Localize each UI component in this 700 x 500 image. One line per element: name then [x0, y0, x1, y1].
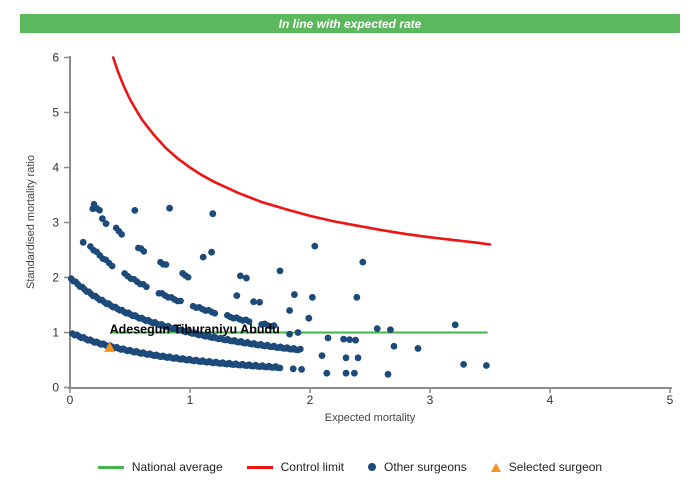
x-tick-label: 4 [547, 393, 554, 407]
selected-surgeon-marker [104, 341, 116, 352]
y-tick-label: 5 [52, 106, 59, 120]
surgeon-dot [387, 326, 394, 334]
legend-item-selected-surgeon: Selected surgeon [490, 460, 603, 474]
surgeon-dot [166, 204, 174, 212]
y-tick-label: 3 [52, 216, 59, 230]
surgeon-dot [451, 321, 459, 329]
legend-item-national-average: National average [97, 460, 223, 474]
national-average-line-swatch [97, 465, 124, 469]
y-tick-label: 2 [52, 271, 59, 285]
other-surgeons-bands [67, 200, 304, 372]
x-tick-label: 2 [307, 393, 314, 407]
surgeon-dot [354, 354, 362, 362]
surgeon-dot [353, 293, 361, 301]
surgeon-dot [89, 205, 97, 213]
selected-surgeon-triangle-swatch [490, 462, 501, 472]
surgeon-dot [311, 242, 319, 250]
surgeon-dot [233, 292, 241, 300]
surgeon-dot [276, 267, 284, 275]
surgeon-band-dot [118, 231, 125, 238]
surgeon-dot [309, 293, 316, 301]
legend-label-other-surgeons: Other surgeons [383, 460, 467, 474]
surgeon-dot [346, 336, 353, 344]
surgeon-dot [373, 325, 381, 333]
selected-surgeon-layer [104, 341, 116, 352]
surgeon-band-dot [211, 310, 219, 317]
y-tick-label: 0 [52, 381, 59, 395]
surgeon-dot [340, 335, 347, 343]
x-tick-label: 5 [667, 393, 674, 407]
surgeon-dot [390, 342, 398, 350]
y-axis-title: Standardised mortality ratio [25, 155, 37, 289]
surgeon-dot [199, 253, 207, 261]
surgeon-dot [208, 248, 216, 256]
surgeon-band-dot [184, 273, 192, 281]
surgeon-dot [384, 370, 392, 378]
surgeon-dot [318, 352, 326, 359]
surgeon-dot [286, 307, 293, 314]
other-surgeons-points [79, 204, 490, 378]
legend: National average Control limit Other sur… [0, 460, 700, 474]
x-axis-title: Expected mortality [325, 412, 416, 424]
surgeon-band-dot [96, 206, 103, 214]
surgeon-dot [359, 258, 367, 266]
legend-item-control-limit: Control limit [246, 460, 344, 474]
surgeon-band-dot [297, 345, 304, 353]
surgeon-band-dot [270, 322, 278, 329]
surgeon-dot [342, 369, 350, 377]
surgeon-dot [323, 369, 331, 377]
surgeon-dot [99, 215, 106, 223]
surgeon-band-dot [108, 262, 116, 270]
x-tick-label: 0 [67, 393, 74, 407]
surgeon-dot [209, 210, 217, 218]
surgeon-dot [342, 354, 350, 362]
legend-item-other-surgeons: Other surgeons [367, 460, 467, 474]
surgeon-dot [460, 361, 467, 368]
y-tick-label: 1 [52, 326, 59, 340]
status-banner: In line with expected rate [20, 14, 680, 33]
legend-label-control-limit: Control limit [280, 460, 344, 474]
surgeon-dot [243, 274, 250, 282]
surgeon-dot [352, 336, 359, 344]
surgeon-dot [298, 365, 305, 373]
surgeon-dot [286, 330, 293, 338]
surgeon-dot [291, 291, 298, 298]
control-limit-layer [111, 56, 492, 246]
surgeon-dot [483, 362, 490, 369]
surgeon-dot [237, 272, 244, 280]
surgeon-band-dot [140, 248, 148, 255]
selected-surgeon-label: Adesegun Tiburaniyu Abudu [110, 323, 280, 337]
x-tick-label: 1 [187, 393, 194, 407]
surgeon-dot [131, 207, 139, 214]
surgeon-dot [351, 369, 358, 377]
surgeon-dot [102, 220, 110, 228]
surgeon-band-dot [276, 364, 284, 372]
surgeon-band-dot [143, 283, 150, 291]
surgeon-dot [289, 345, 297, 353]
surgeon-band-dot [162, 261, 170, 268]
surgeon-dot [250, 298, 257, 306]
surgeon-dot [414, 345, 422, 352]
legend-label-selected-surgeon: Selected surgeon [508, 460, 603, 474]
control-limit-curve [111, 56, 492, 246]
y-tick-label: 6 [52, 51, 59, 65]
surgeon-band-dot [245, 318, 253, 325]
surgeon-dot [324, 334, 332, 342]
y-tick-label: 4 [52, 161, 59, 175]
control-limit-line-swatch [246, 465, 273, 469]
surgeon-band-dot [177, 297, 184, 305]
legend-label-national-average: National average [131, 460, 223, 474]
surgeon-dot [289, 365, 297, 373]
other-surgeons-dot-swatch [367, 463, 376, 471]
x-tick-label: 3 [427, 393, 434, 407]
surgeon-dot [305, 314, 313, 322]
surgeon-dot [79, 238, 87, 246]
surgeon-dot [294, 329, 302, 336]
surgeon-dot [256, 298, 263, 306]
